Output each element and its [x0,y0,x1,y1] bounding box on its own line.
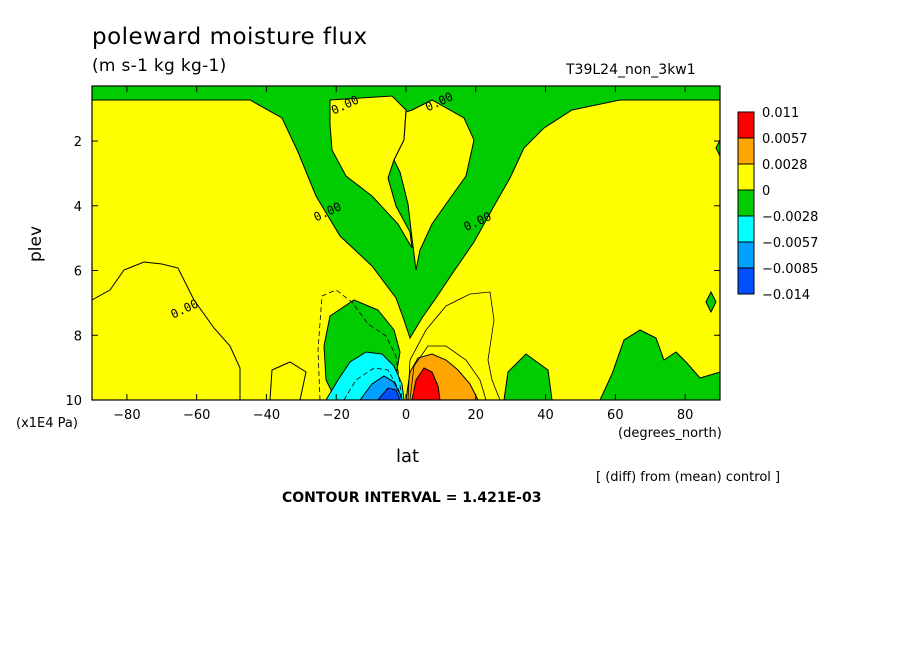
x-axis-ticks: −80 −60 −40 −20 0 20 40 60 80 [113,86,693,423]
colorbar-swatch [737,267,755,295]
colorbar-label: 0.011 [762,106,799,121]
y-axis-units: (x1E4 Pa) [16,416,78,431]
colorbar-label: −0.0085 [762,262,818,277]
dashed-contours [317,289,403,401]
colorbar-swatch [737,215,755,243]
negative-regions [91,85,721,401]
run-id: T39L24_non_3kw1 [566,62,696,78]
y-axis-ticks: 2 4 6 8 10 [65,135,720,409]
colorbar-label: −0.014 [762,288,810,303]
negative-core [325,351,405,401]
solid-contours [407,291,501,401]
region-green-lower-left [91,261,241,401]
solid-contour-inner [409,345,487,401]
colorbar-swatch [737,163,755,191]
x-axis-label: lat [396,446,420,467]
colorbar-label: −0.0028 [762,210,818,225]
x-tick-label: −80 [113,408,140,423]
y-axis-label: plev [26,225,46,262]
y-tick-label: 2 [74,135,82,150]
chart-title: poleward moisture flux [92,24,368,50]
chart-units: (m s-1 kg kg-1) [92,56,227,76]
colorbar-swatch [737,111,755,139]
colorbar-swatch [737,137,755,165]
y-tick-label: 4 [74,200,82,215]
x-tick-label: 20 [468,408,485,423]
colorbar-label: 0.0028 [762,158,808,173]
x-tick-label: 40 [537,408,554,423]
region-green-top-right [404,86,720,106]
region-green-blip-2 [705,290,717,314]
x-tick-label: −40 [253,408,280,423]
x-tick-label: 0 [402,408,410,423]
colorbar: 0.011 0.0057 0.0028 0 −0.0028 −0.0057 −0.0085 −… [737,106,818,303]
colorbar-label: 0.0057 [762,132,808,147]
dashed-contour-outer [317,289,403,401]
diff-note: [ (diff) from (mean) control ] [596,470,781,485]
region-yellow-center [393,99,475,271]
contour-interval: CONTOUR INTERVAL = 1.421E-03 [282,490,542,506]
colorbar-label: −0.0057 [762,236,818,251]
colorbar-swatch [737,189,755,217]
x-tick-label: −60 [183,408,210,423]
y-tick-label: 8 [74,329,82,344]
dashed-contour-inner [343,367,403,401]
region-green-left [91,85,721,340]
colorbar-swatch [737,241,755,269]
x-tick-label: −20 [323,408,350,423]
solid-contour-outer [407,291,501,401]
colorbar-label: 0 [762,184,770,199]
y-tick-label: 6 [74,265,82,280]
x-tick-label: 60 [607,408,624,423]
x-axis-units: (degrees_north) [618,426,722,441]
y-tick-label: 10 [65,394,82,409]
x-tick-label: 80 [677,408,694,423]
